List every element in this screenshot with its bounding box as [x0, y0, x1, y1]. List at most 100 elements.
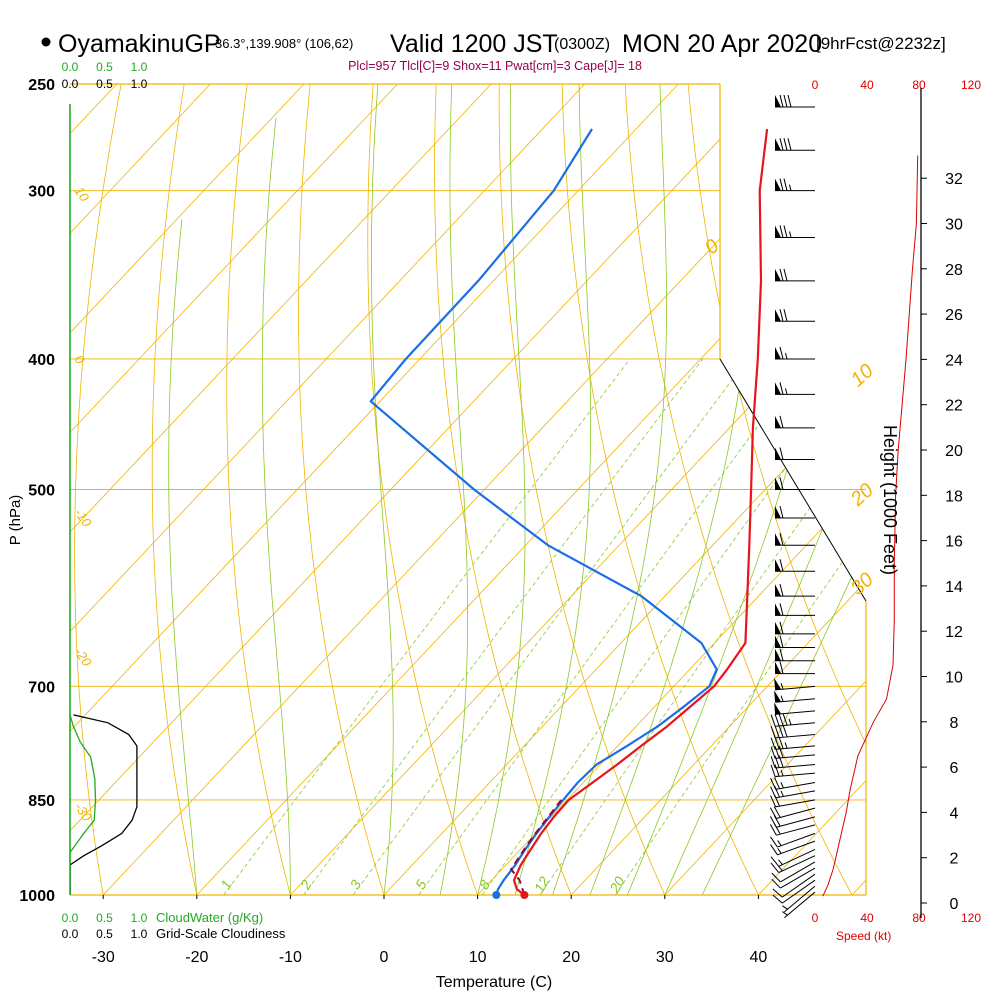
wind-barb	[775, 635, 815, 648]
wind-barb	[775, 505, 815, 519]
pressure-tick-label: 500	[28, 483, 55, 500]
cloudiness-label: Grid-Scale Cloudiness	[156, 926, 286, 941]
wind-barb	[775, 415, 815, 429]
wind-barb	[770, 755, 816, 769]
wind-speed-tick-top: 40	[860, 78, 874, 92]
dry-adiabat-label: -30	[72, 800, 96, 825]
wind-barb-half	[785, 352, 788, 360]
wind-barb	[775, 309, 815, 322]
wind-barb-full	[770, 795, 777, 808]
wind-barb-full	[770, 856, 780, 867]
height-tick-label: 4	[950, 805, 959, 822]
wind-barb-staff	[781, 879, 816, 904]
wind-barb	[769, 815, 816, 828]
wind-speed-tick-bottom: 0	[812, 911, 819, 925]
wind-barb-pennant	[775, 178, 781, 191]
wind-barb-full	[787, 94, 792, 108]
wind-barb-full	[779, 584, 784, 597]
mixing-ratio-line	[539, 358, 866, 895]
mixing-ratio-lines	[223, 358, 866, 895]
wind-barb-staff	[775, 722, 816, 727]
wind-barb-pennant	[775, 309, 781, 322]
wind-barb-half	[782, 905, 788, 910]
wind-barb-pennant	[775, 533, 781, 546]
dewpoint-line	[369, 128, 718, 896]
isotherm-line	[664, 84, 866, 895]
wind-barb-pennant	[775, 603, 781, 616]
wind-barb-full	[770, 726, 776, 739]
wind-barb-staff	[775, 781, 816, 790]
isotherm-label: 30	[847, 569, 878, 600]
cloudwater-scale-top: 1.0	[131, 60, 148, 74]
cloudwater-scale-top: 0.5	[96, 60, 113, 74]
wind-barb-full	[782, 713, 788, 726]
wind-barb	[770, 855, 816, 874]
wind-barb-full	[774, 764, 780, 777]
wind-barb	[771, 861, 816, 883]
wind-barb-full	[770, 764, 776, 777]
wind-barb-full	[779, 94, 784, 108]
mixing-ratio-line	[418, 358, 808, 895]
wind-speed-line	[822, 155, 919, 897]
wind-barb-full	[771, 878, 781, 889]
wind-barb-full	[770, 786, 777, 799]
wind-barb-full	[772, 894, 783, 904]
wind-barb-full	[779, 225, 784, 238]
wind-barb-full	[770, 836, 778, 848]
wind-barb-pennant	[775, 621, 781, 634]
wind-barb	[772, 879, 816, 904]
wind-barb-pennant	[775, 346, 781, 359]
wind-barb	[770, 785, 816, 799]
wind-barb-full	[773, 806, 781, 818]
height-tick-label: 2	[950, 851, 959, 868]
wind-barb-half	[780, 683, 784, 690]
wind-barb-full	[770, 844, 778, 856]
wind-barb	[775, 648, 815, 662]
wind-barb	[769, 823, 816, 836]
wind-barb-pennant	[775, 382, 781, 395]
wind-barb	[775, 94, 815, 108]
cloudwater-scale-bottom: 0.5	[96, 911, 113, 925]
wind-barb-full	[774, 714, 780, 727]
wind-barb	[782, 885, 816, 913]
wind-barb	[769, 806, 816, 819]
wind-barb	[770, 794, 816, 808]
y-axis-label: P (hPa)	[7, 495, 24, 546]
temperature-tick-label: -10	[279, 949, 302, 966]
wind-barb-full	[778, 713, 784, 726]
pressure-tick-label: 300	[28, 184, 55, 201]
wind-speed-tick-bottom: 80	[912, 911, 926, 925]
wind-barb-staff	[775, 698, 816, 703]
wind-barb-full	[770, 737, 776, 750]
wind-barb-pennant	[774, 690, 782, 703]
wind-barb-full	[770, 862, 780, 873]
cloudiness-scale-top: 0.0	[62, 77, 79, 91]
wind-barb	[775, 382, 815, 395]
wind-barb	[774, 702, 816, 715]
height-tick-label: 12	[945, 624, 963, 641]
wind-barb-pennant	[775, 559, 781, 572]
wind-barb-staff	[780, 861, 816, 883]
wind-barb-half	[780, 782, 784, 789]
dry-adiabat-line	[367, 84, 478, 895]
wind-panel	[769, 94, 919, 919]
wind-barb-staff	[775, 772, 816, 778]
height-tick-label: 26	[945, 307, 963, 324]
wind-speed-tick-bottom: 40	[860, 911, 874, 925]
wind-barb-half	[785, 388, 788, 395]
wind-barb-full	[779, 268, 784, 281]
axes: 0.00.00.00.00.50.50.50.51.01.01.01.00040…	[19, 60, 981, 966]
temperature-tick-label: 10	[469, 949, 487, 966]
wind-barb-pennant	[775, 584, 781, 597]
wind-barb-full	[783, 225, 788, 238]
wind-barb-staff	[776, 807, 816, 819]
wind-barb-full	[774, 777, 781, 789]
mixing-ratio-line	[482, 358, 865, 895]
isotherm-line	[70, 84, 398, 895]
height-tick-label: 24	[945, 352, 963, 369]
wind-barb	[782, 891, 816, 919]
pressure-tick-label: 250	[28, 77, 55, 94]
isotherm-line	[383, 84, 866, 895]
